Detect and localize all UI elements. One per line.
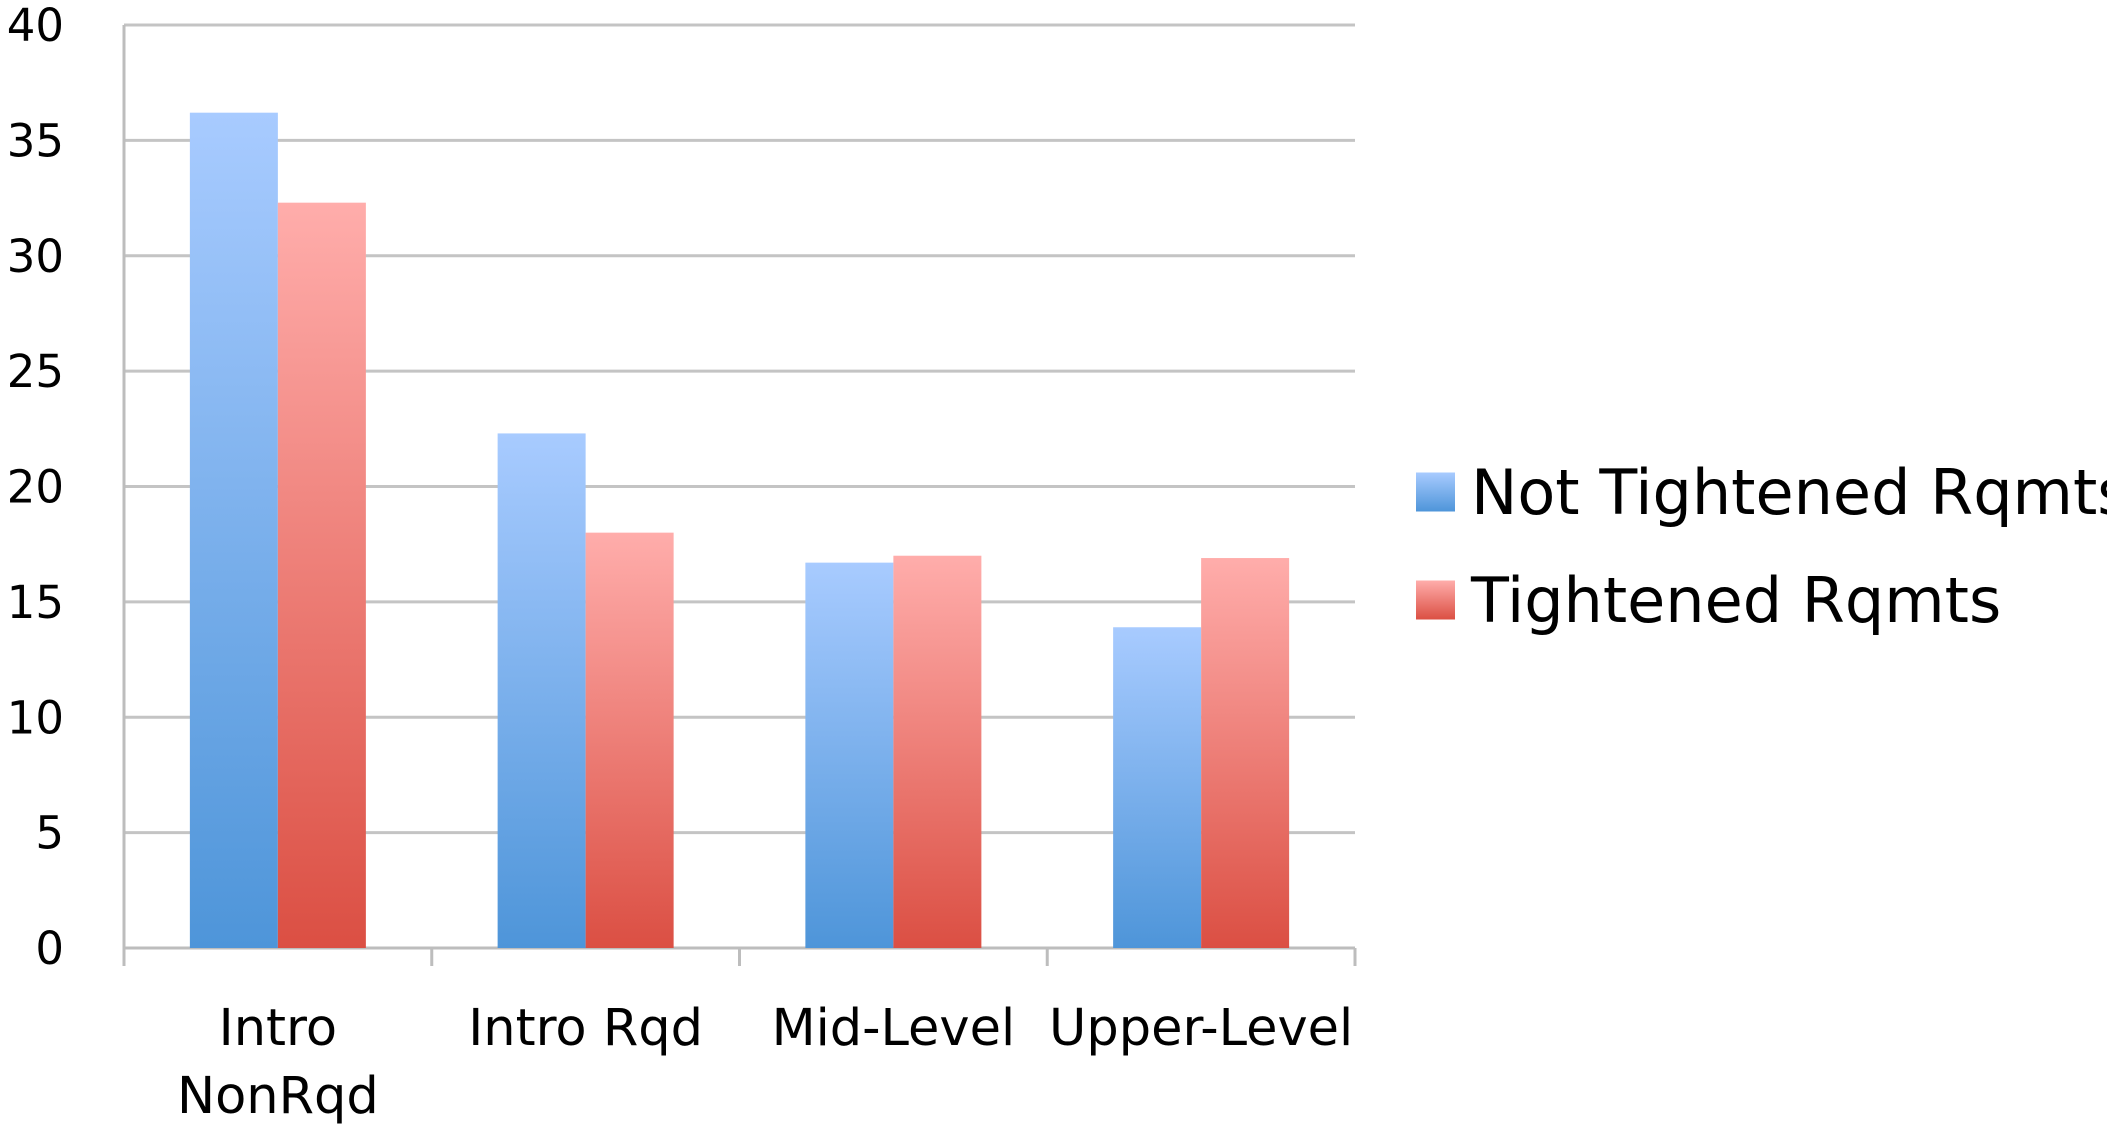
bar-tightened-1 [585,532,674,948]
x-category-label-line: NonRqd [177,1067,379,1126]
x-category-label-line: Intro [219,999,337,1058]
legend-label-0: Not Tightened Rqmts [1471,456,2107,529]
bars [189,112,1290,949]
bar-tightened-2 [893,555,982,948]
y-tick-label-25: 25 [7,345,64,398]
legend: Not Tightened Rqmts Tightened Rqmts [1416,456,2107,637]
legend-swatch-1 [1416,580,1455,620]
y-tick-label-30: 30 [7,230,64,283]
x-category-label-2: Mid-Level [772,999,1016,1058]
x-category-label-line: Upper-Level [1049,999,1353,1058]
legend-label-1: Tightened Rqmts [1470,564,2001,637]
x-category-label-3: Upper-Level [1049,999,1353,1058]
y-tick-label-15: 15 [7,576,64,629]
x-category-label-line: Intro Rqd [468,999,703,1058]
y-tick-label-40: 40 [7,0,64,52]
x-category-label-0: Intro NonRqd [177,999,379,1126]
y-tick-label-35: 35 [7,114,64,167]
bar-not-tightened-0 [189,112,278,948]
bar-not-tightened-1 [497,433,586,948]
tick-labels: 0 5 10 15 20 25 30 35 40 Intro NonRqd Intro Rqd Mid-… [7,0,1353,1126]
x-category-label-1: Intro Rqd [468,999,703,1058]
bar-tightened-3 [1201,558,1290,948]
y-tick-label-10: 10 [7,691,64,744]
y-tick-label-0: 0 [35,922,64,975]
x-category-label-line: Mid-Level [772,999,1016,1058]
bar-not-tightened-2 [805,562,894,948]
bar-tightened-0 [277,202,366,949]
legend-swatch-0 [1416,472,1455,512]
bar-not-tightened-3 [1113,627,1202,948]
y-tick-label-5: 5 [35,807,64,860]
y-tick-label-20: 20 [7,461,64,514]
